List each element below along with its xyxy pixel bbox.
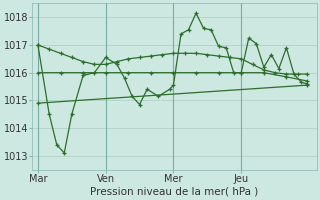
X-axis label: Pression niveau de la mer( hPa ): Pression niveau de la mer( hPa ): [90, 187, 259, 197]
